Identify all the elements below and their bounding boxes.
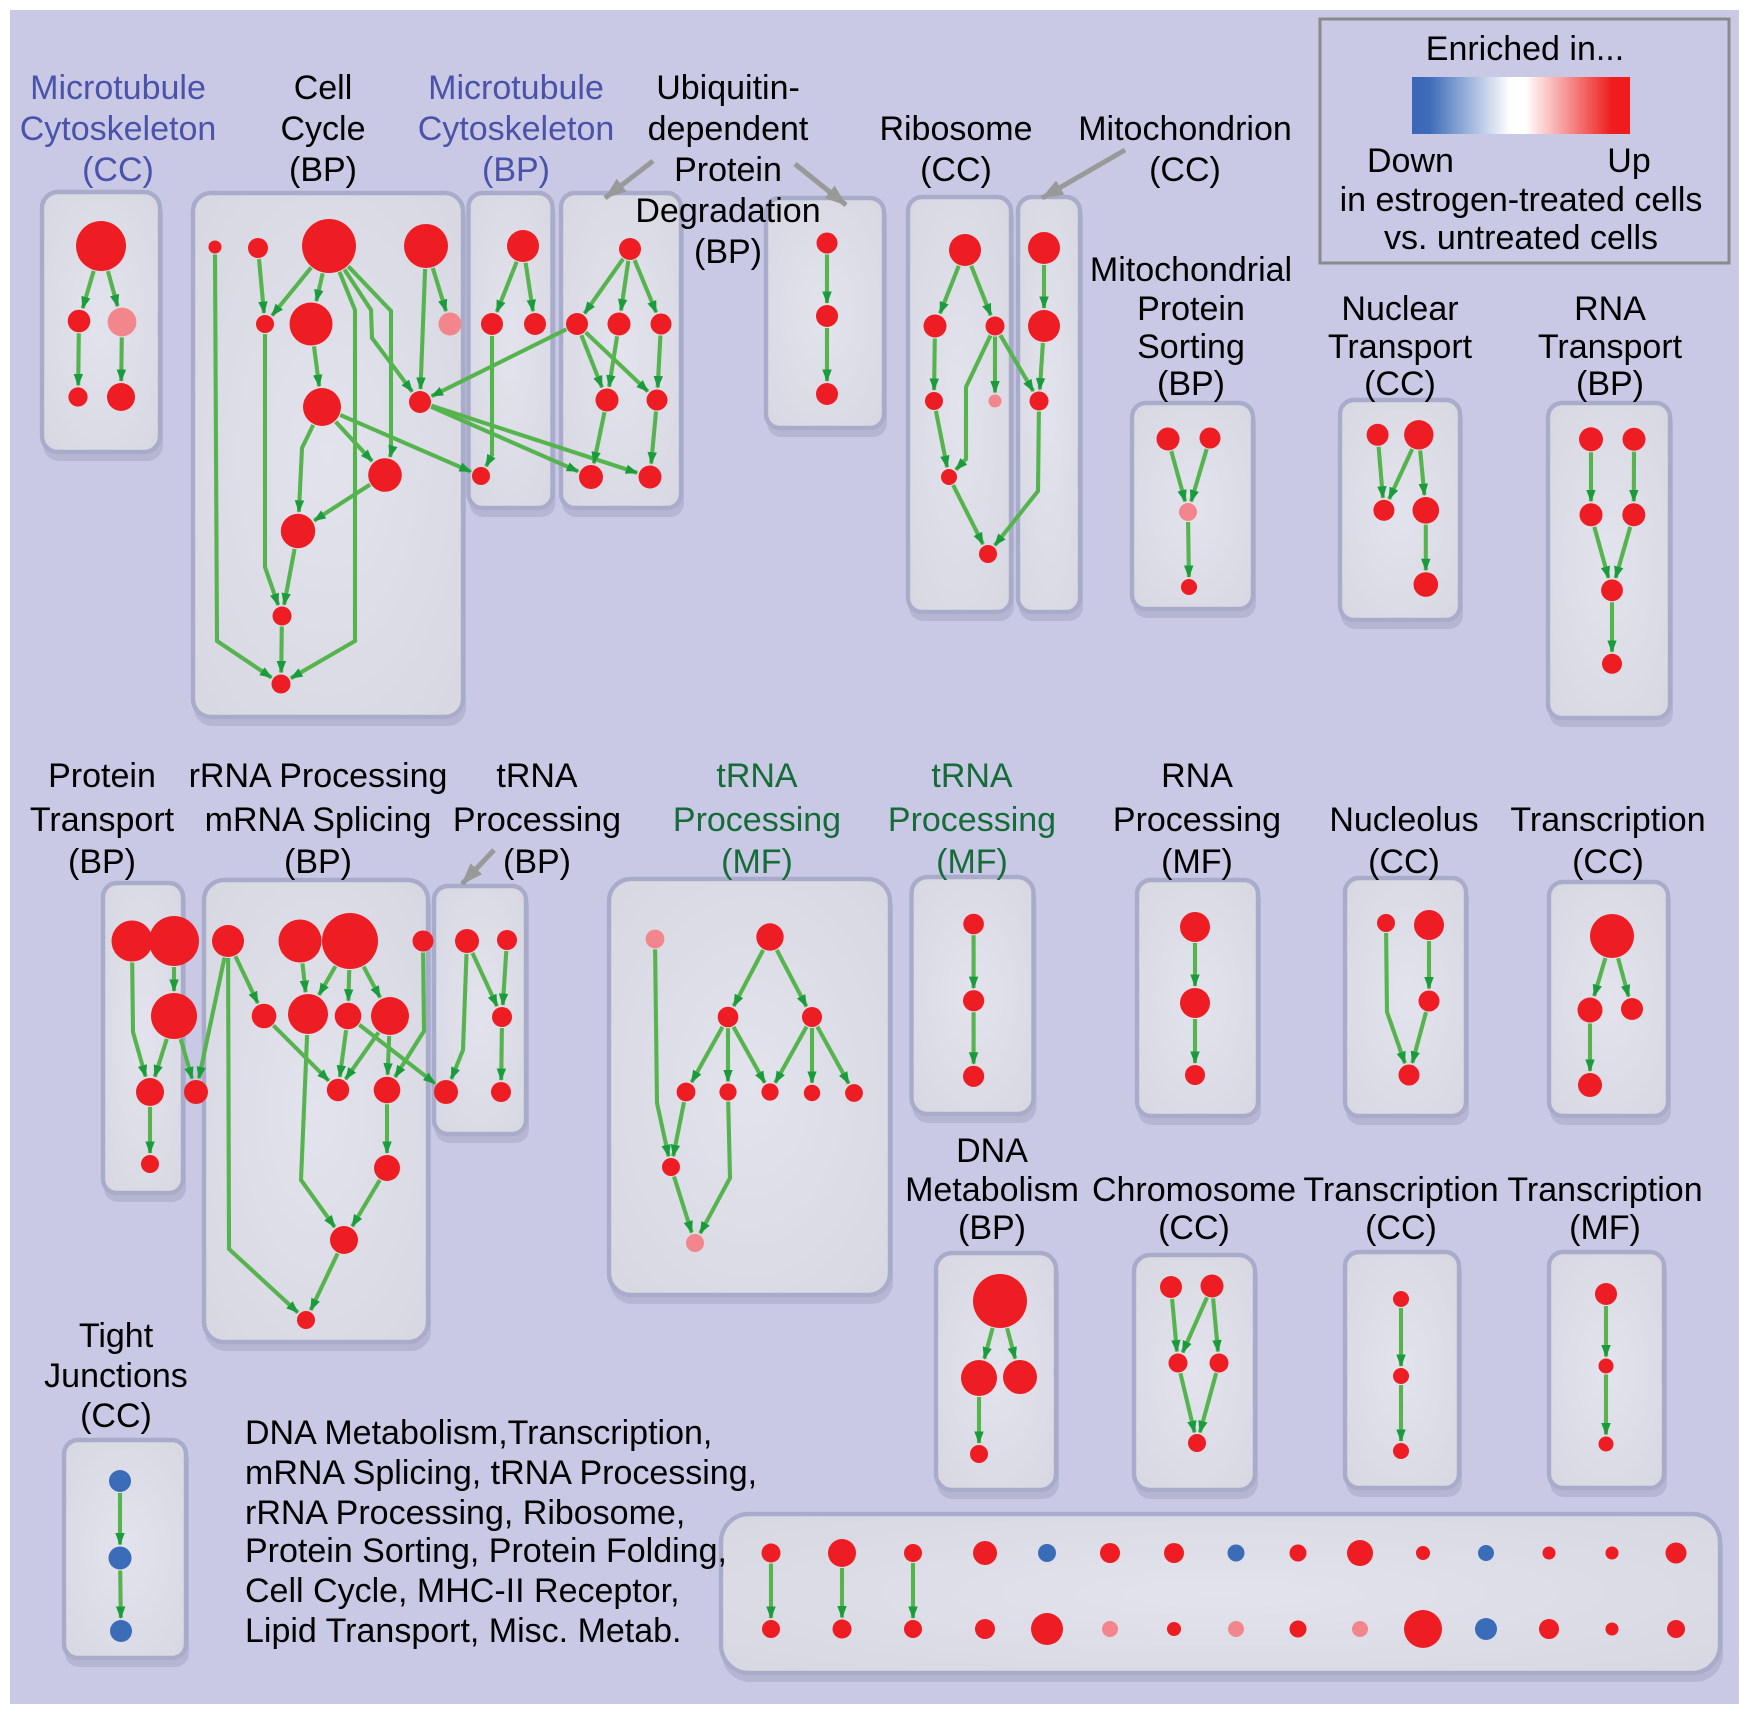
svg-text:tRNA: tRNA [716, 757, 798, 795]
svg-text:tRNA: tRNA [496, 757, 578, 795]
svg-text:(BP): (BP) [1157, 365, 1225, 403]
svg-text:Tight: Tight [79, 1317, 154, 1355]
svg-text:(CC): (CC) [1572, 843, 1644, 881]
svg-text:Lipid Transport, Misc. Metab.: Lipid Transport, Misc. Metab. [245, 1612, 682, 1650]
svg-text:DNA Metabolism,Transcription,: DNA Metabolism,Transcription, [245, 1414, 712, 1452]
svg-text:Microtubule: Microtubule [428, 69, 604, 107]
svg-text:Degradation: Degradation [635, 192, 820, 230]
svg-text:(CC): (CC) [1158, 1209, 1230, 1247]
svg-text:Transport: Transport [1328, 328, 1473, 366]
svg-text:(BP): (BP) [482, 151, 550, 189]
svg-text:tRNA: tRNA [931, 757, 1013, 795]
svg-text:Transport: Transport [30, 801, 175, 839]
svg-text:(MF): (MF) [1569, 1209, 1641, 1247]
svg-text:Transcription: Transcription [1510, 801, 1705, 839]
svg-text:(CC): (CC) [1365, 1209, 1437, 1247]
svg-text:(MF): (MF) [936, 843, 1008, 881]
svg-text:(CC): (CC) [82, 151, 154, 189]
svg-text:mRNA Splicing, tRNA Processing: mRNA Splicing, tRNA Processing, [245, 1454, 757, 1492]
svg-text:Ribosome: Ribosome [879, 110, 1032, 148]
svg-text:(BP): (BP) [1576, 365, 1644, 403]
svg-text:Junctions: Junctions [44, 1357, 188, 1395]
svg-text:Transcription: Transcription [1507, 1171, 1702, 1209]
svg-text:(CC): (CC) [1149, 151, 1221, 189]
svg-text:RNA: RNA [1161, 757, 1233, 795]
svg-text:rRNA Processing: rRNA Processing [189, 757, 448, 795]
svg-text:Down: Down [1367, 142, 1454, 180]
svg-text:DNA: DNA [956, 1132, 1028, 1170]
svg-text:(BP): (BP) [694, 233, 762, 271]
svg-text:Ubiquitin-: Ubiquitin- [656, 69, 800, 107]
svg-text:Processing: Processing [888, 801, 1056, 839]
svg-text:Protein: Protein [1137, 290, 1245, 328]
svg-text:Protein Sorting, Protein Foldi: Protein Sorting, Protein Folding, [245, 1532, 727, 1570]
svg-text:Transport: Transport [1538, 328, 1683, 366]
svg-text:RNA: RNA [1574, 290, 1646, 328]
svg-text:(CC): (CC) [80, 1397, 152, 1435]
svg-text:(BP): (BP) [958, 1209, 1026, 1247]
svg-text:rRNA Processing, Ribosome,: rRNA Processing, Ribosome, [245, 1494, 685, 1532]
svg-text:Protein: Protein [48, 757, 156, 795]
svg-text:Chromosome: Chromosome [1092, 1171, 1296, 1209]
svg-text:Transcription: Transcription [1303, 1171, 1498, 1209]
svg-text:(BP): (BP) [68, 843, 136, 881]
svg-text:Protein: Protein [674, 151, 782, 189]
svg-text:Processing: Processing [1113, 801, 1281, 839]
svg-text:(MF): (MF) [1161, 843, 1233, 881]
svg-text:(CC): (CC) [1364, 365, 1436, 403]
svg-text:Nuclear: Nuclear [1341, 290, 1458, 328]
svg-text:(MF): (MF) [721, 843, 793, 881]
svg-text:Cytoskeleton: Cytoskeleton [20, 110, 217, 148]
svg-text:(BP): (BP) [284, 843, 352, 881]
svg-text:Processing: Processing [453, 801, 621, 839]
svg-text:Cycle: Cycle [280, 110, 365, 148]
svg-text:(CC): (CC) [1368, 843, 1440, 881]
svg-text:Microtubule: Microtubule [30, 69, 206, 107]
svg-text:mRNA Splicing: mRNA Splicing [205, 801, 432, 839]
svg-text:Cell Cycle, MHC-II Receptor,: Cell Cycle, MHC-II Receptor, [245, 1572, 680, 1610]
svg-text:Mitochondrion: Mitochondrion [1078, 110, 1292, 148]
svg-text:in estrogen-treated cells: in estrogen-treated cells [1340, 181, 1703, 219]
svg-text:dependent: dependent [648, 110, 809, 148]
svg-text:Metabolism: Metabolism [905, 1171, 1079, 1209]
svg-text:Up: Up [1607, 142, 1650, 180]
svg-text:(CC): (CC) [920, 151, 992, 189]
svg-text:Processing: Processing [673, 801, 841, 839]
svg-text:Enriched in...: Enriched in... [1426, 30, 1624, 68]
svg-text:Cell: Cell [294, 69, 353, 107]
svg-text:(BP): (BP) [503, 843, 571, 881]
svg-text:Cytoskeleton: Cytoskeleton [418, 110, 615, 148]
svg-text:(BP): (BP) [289, 151, 357, 189]
svg-text:Sorting: Sorting [1137, 328, 1245, 366]
svg-text:Nucleolus: Nucleolus [1329, 801, 1478, 839]
svg-text:vs. untreated cells: vs. untreated cells [1384, 219, 1658, 257]
svg-text:Mitochondrial: Mitochondrial [1090, 251, 1292, 289]
